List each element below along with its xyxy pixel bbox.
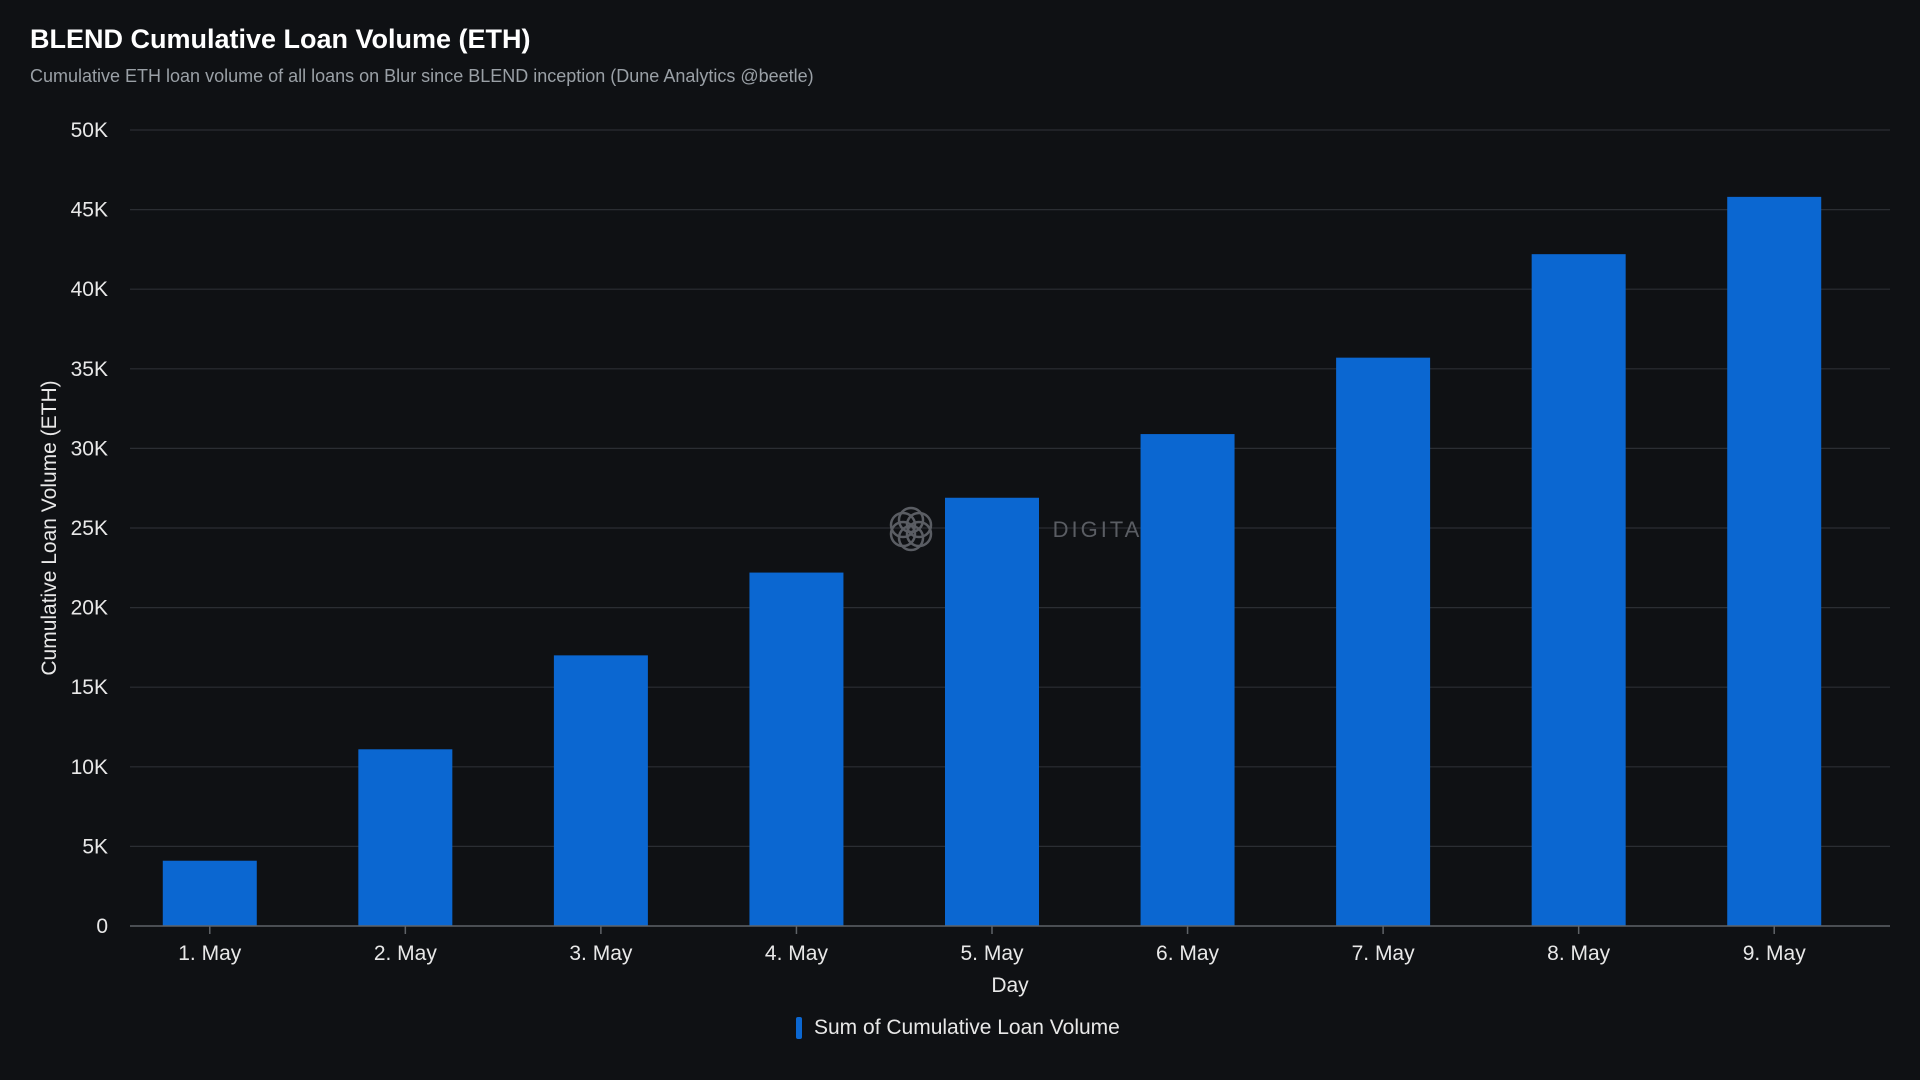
x-tick-label: 1. May xyxy=(178,942,242,965)
legend[interactable]: Sum of Cumulative Loan Volume xyxy=(796,1016,1120,1040)
delphi-logo-icon xyxy=(889,506,933,552)
bar[interactable] xyxy=(1336,357,1431,926)
bars xyxy=(162,196,1822,926)
y-tick-label: 10K xyxy=(71,756,108,779)
bar[interactable] xyxy=(1727,196,1822,926)
x-tick-label: 3. May xyxy=(569,942,633,965)
bar[interactable] xyxy=(1140,434,1235,926)
x-tick-label: 6. May xyxy=(1156,942,1220,965)
x-axis-title: Day xyxy=(991,974,1029,997)
y-tick-label: 25K xyxy=(71,517,108,540)
y-tick-label: 50K xyxy=(71,119,108,142)
chart-subtitle: Cumulative ETH loan volume of all loans … xyxy=(30,66,814,86)
y-tick-label: 15K xyxy=(71,676,108,699)
chart-title: BLEND Cumulative Loan Volume (ETH) xyxy=(30,24,531,54)
bar[interactable] xyxy=(749,572,844,926)
legend-label: Sum of Cumulative Loan Volume xyxy=(814,1016,1120,1039)
axes: 0 5K 10K 15K 20K 25K 30K 35K 40K 45K 50K 1. May 2. M… xyxy=(71,119,1890,965)
x-tick-label: 4. May xyxy=(765,942,829,965)
x-tick-label: 7. May xyxy=(1352,942,1416,965)
y-tick-label: 30K xyxy=(71,437,108,460)
y-tick-label: 35K xyxy=(71,358,108,381)
bar[interactable] xyxy=(553,655,648,926)
y-tick-label: 45K xyxy=(71,199,108,222)
bar[interactable] xyxy=(162,860,257,926)
x-tick-label: 8. May xyxy=(1547,942,1611,965)
x-tick-label: 2. May xyxy=(374,942,438,965)
y-tick-label: 20K xyxy=(71,597,108,620)
x-tick-label: 5. May xyxy=(960,942,1024,965)
bar[interactable] xyxy=(358,749,453,926)
y-axis-title: Cumulative Loan Volume (ETH) xyxy=(38,380,61,675)
legend-swatch xyxy=(796,1017,802,1039)
bar[interactable] xyxy=(945,497,1039,926)
x-tick-label: 9. May xyxy=(1743,942,1807,965)
y-tick-label: 40K xyxy=(71,278,108,301)
y-tick-label: 0 xyxy=(96,915,108,938)
bar[interactable] xyxy=(1531,254,1626,926)
y-tick-label: 5K xyxy=(82,835,108,858)
